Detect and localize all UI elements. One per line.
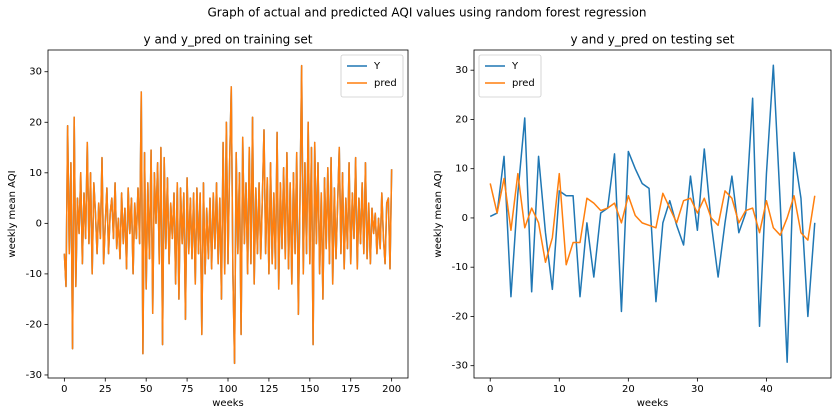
y-axis-label: weekly mean AQI (433, 170, 444, 257)
y-tick-label: 0 (462, 213, 468, 224)
y-tick-label: -10 (452, 262, 468, 273)
subplot: y and y_pred on testing set weeks weekly m… (433, 33, 832, 409)
x-tick-label: 150 (300, 384, 319, 395)
x-tick-label: 25 (99, 384, 112, 395)
y-tick-label: 30 (29, 67, 42, 78)
series-line (489, 172, 816, 266)
y-tick-label: 0 (36, 218, 42, 229)
y-tick-label: 30 (455, 65, 468, 76)
y-tick-label: 10 (29, 168, 42, 179)
x-axis-label: weeks (212, 398, 243, 409)
legend-box (340, 54, 404, 98)
series-line (63, 64, 393, 365)
x-tick-label: 30 (691, 384, 704, 395)
y-tick-label: -30 (26, 370, 42, 381)
x-tick-label: 125 (259, 384, 278, 395)
legend-label: Y (373, 61, 381, 72)
y-tick-label: 20 (455, 114, 468, 125)
legend-box (478, 54, 542, 98)
x-tick-label: 20 (622, 384, 635, 395)
y-tick-label: -10 (26, 269, 42, 280)
subplot-title: y and y_pred on testing set (570, 33, 734, 47)
legend-label: Y (511, 61, 519, 72)
axes-frame (47, 49, 409, 379)
axes-frame (473, 49, 832, 379)
figure-title: Graph of actual and predicted AQI values… (207, 6, 646, 20)
series-line (489, 64, 816, 363)
x-tick-label: 0 (61, 384, 67, 395)
x-tick-label: 10 (553, 384, 566, 395)
y-tick-label: -30 (452, 361, 468, 372)
x-tick-label: 75 (181, 384, 194, 395)
x-tick-label: 40 (760, 384, 773, 395)
x-tick-label: 50 (140, 384, 153, 395)
x-axis-label: weeks (637, 398, 668, 409)
subplot-title: y and y_pred on training set (144, 33, 313, 47)
y-tick-label: 20 (29, 117, 42, 128)
subplot: y and y_pred on training set weeks weekly … (7, 33, 409, 409)
y-tick-label: -20 (26, 319, 42, 330)
legend-label: pred (512, 78, 535, 89)
x-tick-label: 0 (487, 384, 493, 395)
y-tick-label: 10 (455, 164, 468, 175)
legend-label: pred (374, 78, 397, 89)
x-tick-label: 100 (218, 384, 237, 395)
y-tick-label: -20 (452, 311, 468, 322)
y-axis-label: weekly mean AQI (7, 170, 18, 257)
x-tick-label: 200 (382, 384, 401, 395)
x-tick-label: 175 (341, 384, 360, 395)
